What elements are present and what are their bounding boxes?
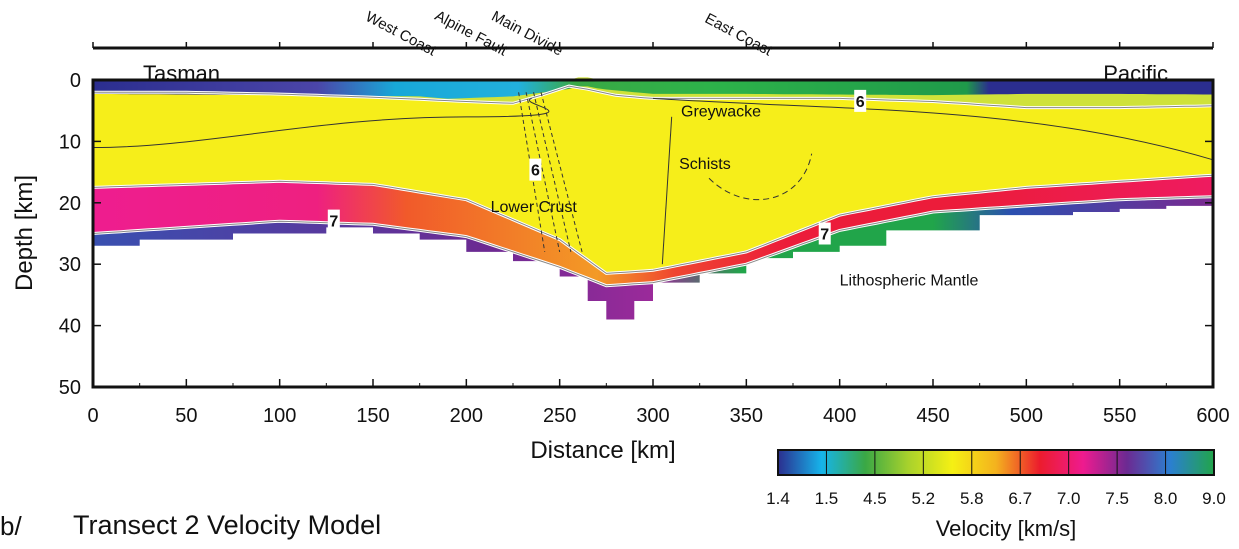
x-tick-label-300: 300 (636, 405, 669, 427)
interior-contour-2 (652, 97, 1214, 161)
colorbar-tick-5: 6.7 (1008, 489, 1032, 508)
left-side-label: Tasman (143, 61, 220, 86)
colorbar-tick-9: 9.0 (1202, 489, 1226, 508)
colorbar-scale (777, 449, 1215, 476)
right-side-label: Pacific (1103, 61, 1168, 86)
x-tick-label-50: 50 (175, 405, 197, 427)
x-tick-label-500: 500 (1010, 405, 1043, 427)
fault-dash-1 (525, 92, 561, 253)
contour-label-box-1 (529, 158, 542, 181)
region-label-0: Greywacke (681, 104, 761, 121)
contour-label-box-3 (818, 222, 831, 245)
surface-label-0: West Coast (363, 8, 440, 60)
contour-label-2: 7 (329, 214, 338, 231)
y-tick-label-40: 40 (59, 316, 81, 338)
contour-label-box-0 (854, 89, 867, 112)
region-label-1: Schists (679, 156, 731, 173)
contour-7-line (92, 196, 1214, 287)
lower-crust-layer (93, 175, 1213, 286)
moho-crust-line (92, 174, 1214, 274)
surface-label-3: East Coast (702, 10, 775, 60)
surface-tick-bar (92, 42, 1214, 50)
contour-label-box-2 (327, 209, 340, 232)
contour-lines (92, 84, 1214, 288)
colorbar-ticks: 1.4 1.5 4.5 5.2 5.8 6.7 7.0 7.5 8.0 9.0 (766, 450, 1226, 508)
interior-contour-3 (661, 116, 673, 265)
contour-6-line (93, 85, 1214, 109)
colorbar-tick-6: 7.0 (1057, 489, 1081, 508)
x-tick-label-350: 350 (730, 405, 763, 427)
colorbar-title: Velocity [km/s] (936, 516, 1077, 541)
x-tick-label-150: 150 (356, 405, 389, 427)
axes: 0 50 100 150 200 250 300 350 400 450 500 550 600 0 10 2… (59, 70, 1230, 427)
colorbar: 1.4 1.5 4.5 5.2 5.8 6.7 7.0 7.5 8.0 9.0 Velocity … (766, 449, 1226, 541)
x-tick-label-250: 250 (543, 405, 576, 427)
x-tick-label-450: 450 (916, 405, 949, 427)
region-label-2: Lower Crust (491, 199, 578, 216)
interior-contour-4 (708, 153, 813, 201)
x-tick-label-100: 100 (263, 405, 296, 427)
y-tick-label-20: 20 (59, 193, 81, 215)
colorbar-tick-1: 1.5 (815, 489, 839, 508)
region-label-3: Lithospheric Mantle (840, 273, 979, 290)
colorbar-tick-2: 4.5 (863, 489, 887, 508)
colorbar-tick-4: 5.8 (960, 489, 984, 508)
y-axis-title: Depth [km] (11, 175, 38, 291)
velocity-model (92, 77, 1214, 320)
fault-dash-2 (533, 92, 572, 253)
x-tick-label-200: 200 (450, 405, 483, 427)
x-tick-label-400: 400 (823, 405, 856, 427)
colorbar-tick-0: 1.4 (766, 489, 790, 508)
contour-label-1: 6 (531, 163, 540, 180)
contour-label-3: 7 (820, 227, 829, 244)
panel-label: b/ (0, 511, 22, 541)
lithospheric-mantle-layer (93, 196, 1213, 320)
y-tick-label-10: 10 (59, 131, 81, 153)
colorbar-tick-3: 5.2 (912, 489, 936, 508)
y-tick-label-50: 50 (59, 377, 81, 399)
y-tick-label-30: 30 (59, 254, 81, 276)
x-axis-title: Distance [km] (530, 437, 675, 464)
surface-layer (93, 80, 1213, 99)
x-tick-label-600: 600 (1196, 405, 1229, 427)
colorbar-tick-8: 8.0 (1154, 489, 1178, 508)
schists-layer (93, 86, 1213, 274)
x-tick-label-0: 0 (87, 405, 98, 427)
contour-label-0: 6 (856, 94, 865, 111)
y-tick-label-0: 0 (70, 70, 81, 92)
interior-contour-1 (92, 97, 550, 149)
chart-title: Transect 2 Velocity Model (73, 510, 381, 540)
x-tick-label-550: 550 (1103, 405, 1136, 427)
colorbar-tick-7: 7.5 (1105, 489, 1129, 508)
